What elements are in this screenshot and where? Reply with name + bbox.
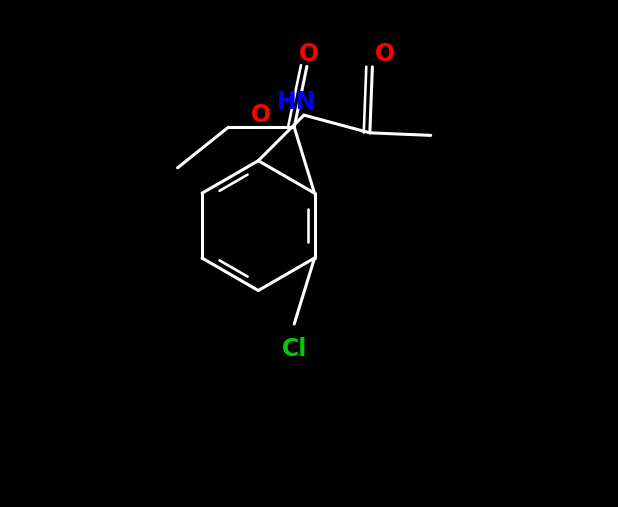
Text: HN: HN (277, 90, 316, 115)
Text: Cl: Cl (282, 337, 307, 361)
Text: O: O (251, 102, 271, 127)
Text: O: O (299, 42, 320, 66)
Text: O: O (375, 42, 395, 66)
